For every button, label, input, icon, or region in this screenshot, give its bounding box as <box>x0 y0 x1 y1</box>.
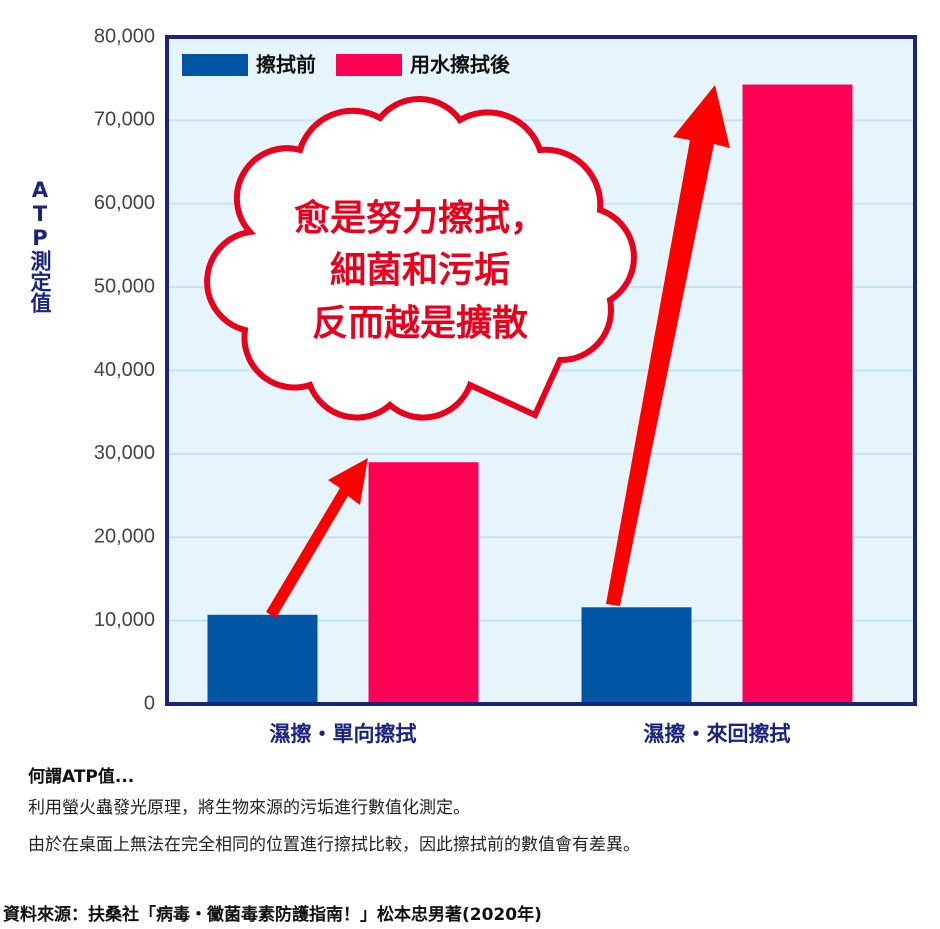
y-tick-label: 10,000 <box>94 609 155 631</box>
legend-label: 擦拭前 <box>256 53 316 77</box>
y-tick-label: 60,000 <box>94 192 155 214</box>
bar <box>368 462 479 704</box>
annotation: 細菌和污垢 <box>330 250 510 291</box>
arrow <box>606 85 730 606</box>
note-line: 由於在桌面上無法在完全相同的位置進行擦拭比較，因此擦拭前的數值會有差異。 <box>28 835 640 855</box>
y-tick-label: 30,000 <box>94 442 155 464</box>
annotation: 愈是努力擦拭， <box>294 197 546 239</box>
annotation: 反而越是擴散 <box>312 302 528 344</box>
plot-border <box>165 35 917 706</box>
y-tick-label: 0 <box>144 692 155 714</box>
bar <box>742 84 853 705</box>
speech-cloud <box>204 95 637 421</box>
x-tick-label: 濕擦・單向擦拭 <box>270 722 417 746</box>
y-tick-label: 20,000 <box>94 526 155 548</box>
note-line: 利用螢火蟲發光原理，將生物來源的污垢進行數值化測定。 <box>28 798 470 818</box>
notes-title: 何謂ATP值... <box>28 766 134 787</box>
arrow <box>266 458 368 618</box>
bar <box>207 614 318 704</box>
y-tick-label: 50,000 <box>94 275 155 297</box>
y-tick-label: 40,000 <box>94 359 155 381</box>
arrows <box>266 85 730 618</box>
y-axis-label: ATP測定值 <box>28 178 52 314</box>
y-tick-label: 70,000 <box>94 109 155 131</box>
legend-swatch <box>336 54 402 76</box>
x-tick-label: 濕擦・來回擦拭 <box>644 722 791 746</box>
source: 資料來源：扶桑社「病毒・黴菌毒素防護指南！」松本忠男著(2020年) <box>3 904 542 925</box>
legend-swatch <box>182 54 248 76</box>
bar <box>581 607 692 704</box>
y-tick-label: 80,000 <box>94 25 155 47</box>
legend-label: 用水擦拭後 <box>410 53 511 77</box>
